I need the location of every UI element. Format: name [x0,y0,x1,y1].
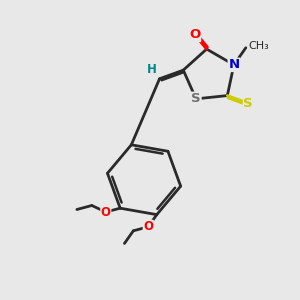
Text: O: O [189,28,200,41]
Text: H: H [147,63,157,76]
Text: CH₃: CH₃ [249,41,269,51]
Text: S: S [244,97,253,110]
Text: N: N [228,58,239,71]
Text: O: O [143,220,153,233]
Text: S: S [191,92,201,105]
Text: O: O [101,206,111,218]
